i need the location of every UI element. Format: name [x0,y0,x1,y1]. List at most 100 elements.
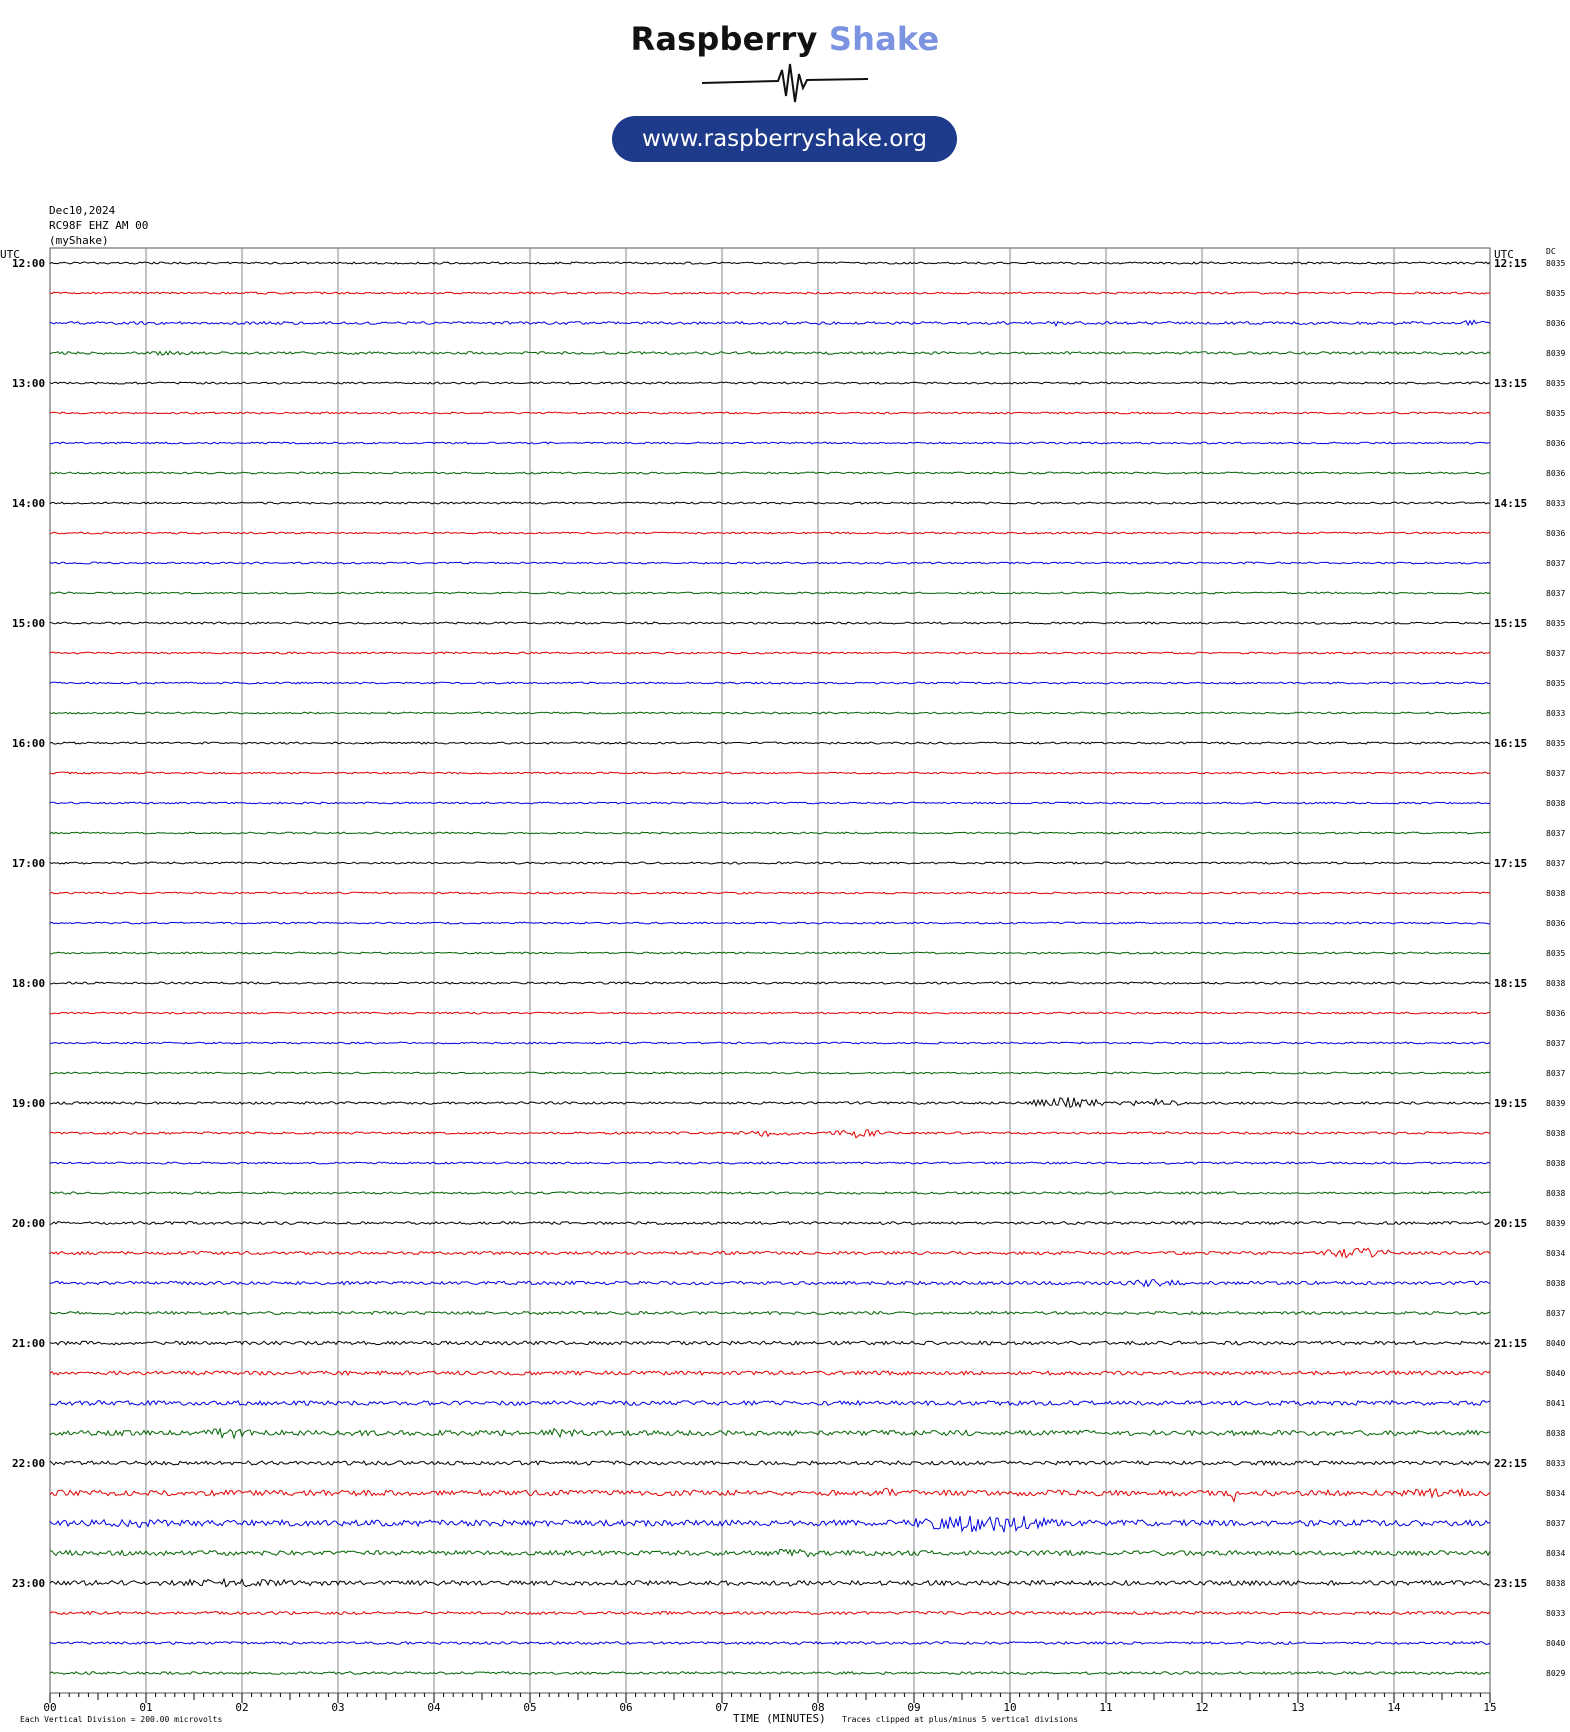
dc-value: 8033 [1546,709,1565,718]
dc-value: 8037 [1546,1039,1565,1048]
hour-label-right: 14:15 [1494,497,1527,510]
dc-value: 8037 [1546,829,1565,838]
dc-value: 8040 [1546,1639,1565,1648]
seismic-trace-10 [49,561,1491,565]
seismic-trace-8 [49,501,1491,505]
seismic-trace-46 [49,1640,1491,1646]
dc-value: 8038 [1546,799,1565,808]
seismic-trace-19 [49,831,1491,835]
hour-label-right: 22:15 [1494,1457,1527,1470]
dc-value: 8039 [1546,1219,1565,1228]
seismic-trace-31 [49,1191,1491,1195]
dc-value: 8040 [1546,1369,1565,1378]
x-tick-label: 06 [619,1701,632,1714]
seismic-trace-28 [49,1097,1491,1109]
dc-value: 8038 [1546,889,1565,898]
hour-label-right: 12:15 [1494,257,1527,270]
dc-value: 8039 [1546,1099,1565,1108]
dc-value: 8035 [1546,949,1565,958]
x-tick-label: 14 [1387,1701,1401,1714]
hour-label-left: 16:00 [12,737,45,750]
seismic-trace-47 [49,1670,1491,1676]
seismic-trace-45 [49,1610,1491,1616]
seismic-trace-43 [49,1548,1491,1558]
plot-frame [49,247,1491,1694]
seismic-trace-24 [49,981,1491,985]
dc-value: 8038 [1546,1189,1565,1198]
hour-label-right: 19:15 [1494,1097,1527,1110]
seismic-trace-1 [49,291,1491,295]
hour-label-left: 22:00 [12,1457,45,1470]
seismic-trace-38 [49,1399,1491,1407]
hour-label-left: 20:00 [12,1217,45,1230]
seismic-trace-30 [49,1161,1491,1165]
x-axis-title: TIME (MINUTES) [733,1712,826,1725]
seismic-trace-41 [49,1487,1491,1504]
seismic-trace-23 [49,951,1491,955]
dc-value: 8041 [1546,1399,1565,1408]
seismic-trace-22 [49,921,1491,925]
seismic-trace-2 [49,319,1491,327]
station-code: RC98F EHZ AM 00 [49,219,149,232]
x-tick-label: 00 [43,1701,56,1714]
raspberry-shake-logo: Raspberry Shake www.raspberryshake.org [0,0,1570,175]
dc-value: 8033 [1546,499,1565,508]
hour-label-right: 18:15 [1494,977,1527,990]
hour-label-right: 21:15 [1494,1337,1527,1350]
record-date: Dec10,2024 [49,204,116,217]
seismic-trace-13 [49,651,1491,655]
x-tick-label: 03 [331,1701,344,1714]
x-tick-label: 09 [907,1701,920,1714]
x-tick-label: 05 [523,1701,536,1714]
hour-label-left: 19:00 [12,1097,45,1110]
dc-value: 8036 [1546,919,1565,928]
seismic-trace-42 [49,1515,1491,1533]
dc-value: 8033 [1546,1459,1565,1468]
dc-value: 8038 [1546,1279,1565,1288]
seismic-trace-3 [49,350,1491,356]
hour-label-left: 23:00 [12,1577,45,1590]
right-utc-label: UTC [1494,248,1514,261]
dc-value: 8036 [1546,439,1565,448]
seismic-trace-37 [49,1370,1491,1377]
x-tick-label: 11 [1099,1701,1112,1714]
hour-label-left: 15:00 [12,617,45,630]
hour-label-right: 17:15 [1494,857,1527,870]
website-url-pill[interactable]: www.raspberryshake.org [612,116,957,162]
dc-value: 8039 [1546,349,1565,358]
dc-value: 8037 [1546,589,1565,598]
seismic-trace-26 [49,1041,1491,1045]
seismic-trace-35 [49,1310,1491,1316]
hour-label-left: 21:00 [12,1337,45,1350]
seismic-trace-33 [49,1247,1491,1259]
hour-label-right: 13:15 [1494,377,1527,390]
seismic-wave-icon [701,63,869,103]
hour-label-right: 20:15 [1494,1217,1527,1230]
logo-title-part1: Raspberry [630,20,818,58]
dc-value: 8038 [1546,979,1565,988]
dc-label: DC [1546,247,1556,256]
dc-value: 8035 [1546,379,1565,388]
x-tick-label: 10 [1003,1701,1016,1714]
seismic-trace-40 [49,1460,1491,1466]
dc-value: 8033 [1546,1609,1565,1618]
seismic-trace-5 [49,411,1491,415]
seismic-trace-20 [49,861,1491,865]
hour-label-right: 16:15 [1494,737,1527,750]
dc-value: 8040 [1546,1339,1565,1348]
seismic-trace-34 [49,1278,1491,1288]
dc-value: 8037 [1546,769,1565,778]
dc-value: 8035 [1546,679,1565,688]
x-tick-label: 07 [715,1701,728,1714]
seismic-trace-25 [50,1011,1491,1015]
seismic-trace-15 [49,711,1491,715]
hour-label-left: 18:00 [12,977,45,990]
dc-value: 8038 [1546,1129,1565,1138]
network-name: (myShake) [49,234,109,247]
seismic-trace-4 [49,381,1491,385]
dc-value: 8035 [1546,409,1565,418]
hour-label-left: 14:00 [12,497,45,510]
seismic-trace-7 [49,471,1491,475]
x-tick-label: 08 [811,1701,824,1714]
x-tick-label: 12 [1195,1701,1208,1714]
